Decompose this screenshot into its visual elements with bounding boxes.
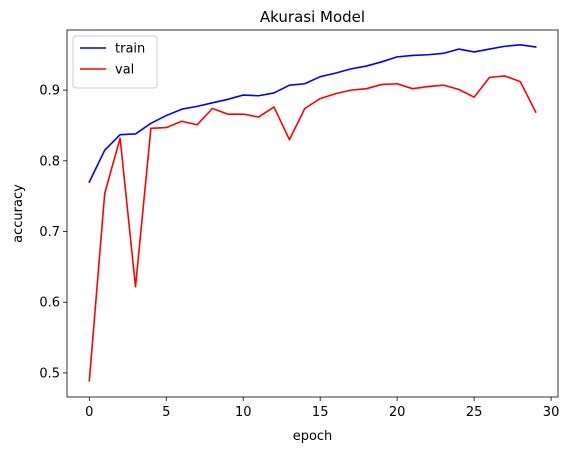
x-axis-title: epoch — [293, 429, 333, 444]
legend-label-train: train — [115, 42, 145, 57]
plot-frame — [66, 29, 559, 398]
y-tick-label: 0.6 — [39, 296, 60, 311]
x-axis-ticks: 0 5 10 15 20 25 30 — [85, 397, 559, 420]
x-tick-label: 10 — [235, 405, 252, 420]
legend-label-val: val — [115, 63, 134, 78]
chart-title: Akurasi Model — [260, 8, 365, 26]
x-tick-label: 0 — [85, 405, 93, 420]
legend-box — [72, 35, 158, 89]
legend: train val — [72, 35, 158, 89]
series-line-train — [88, 44, 537, 184]
y-tick-label: 0.9 — [39, 84, 60, 99]
x-tick-label: 25 — [466, 405, 483, 420]
x-tick-label: 15 — [312, 405, 329, 420]
y-axis-ticks: 0.5 0.6 0.7 0.8 0.9 — [39, 84, 67, 381]
x-tick-label: 30 — [543, 405, 560, 420]
y-tick-label: 0.5 — [39, 366, 60, 381]
x-tick-label: 5 — [162, 405, 170, 420]
y-axis-title: accuracy — [11, 184, 26, 243]
y-tick-label: 0.7 — [39, 225, 60, 240]
series-layer — [88, 44, 537, 382]
series-line-val — [88, 75, 537, 382]
y-tick-label: 0.8 — [39, 154, 60, 169]
x-tick-label: 20 — [389, 405, 406, 420]
